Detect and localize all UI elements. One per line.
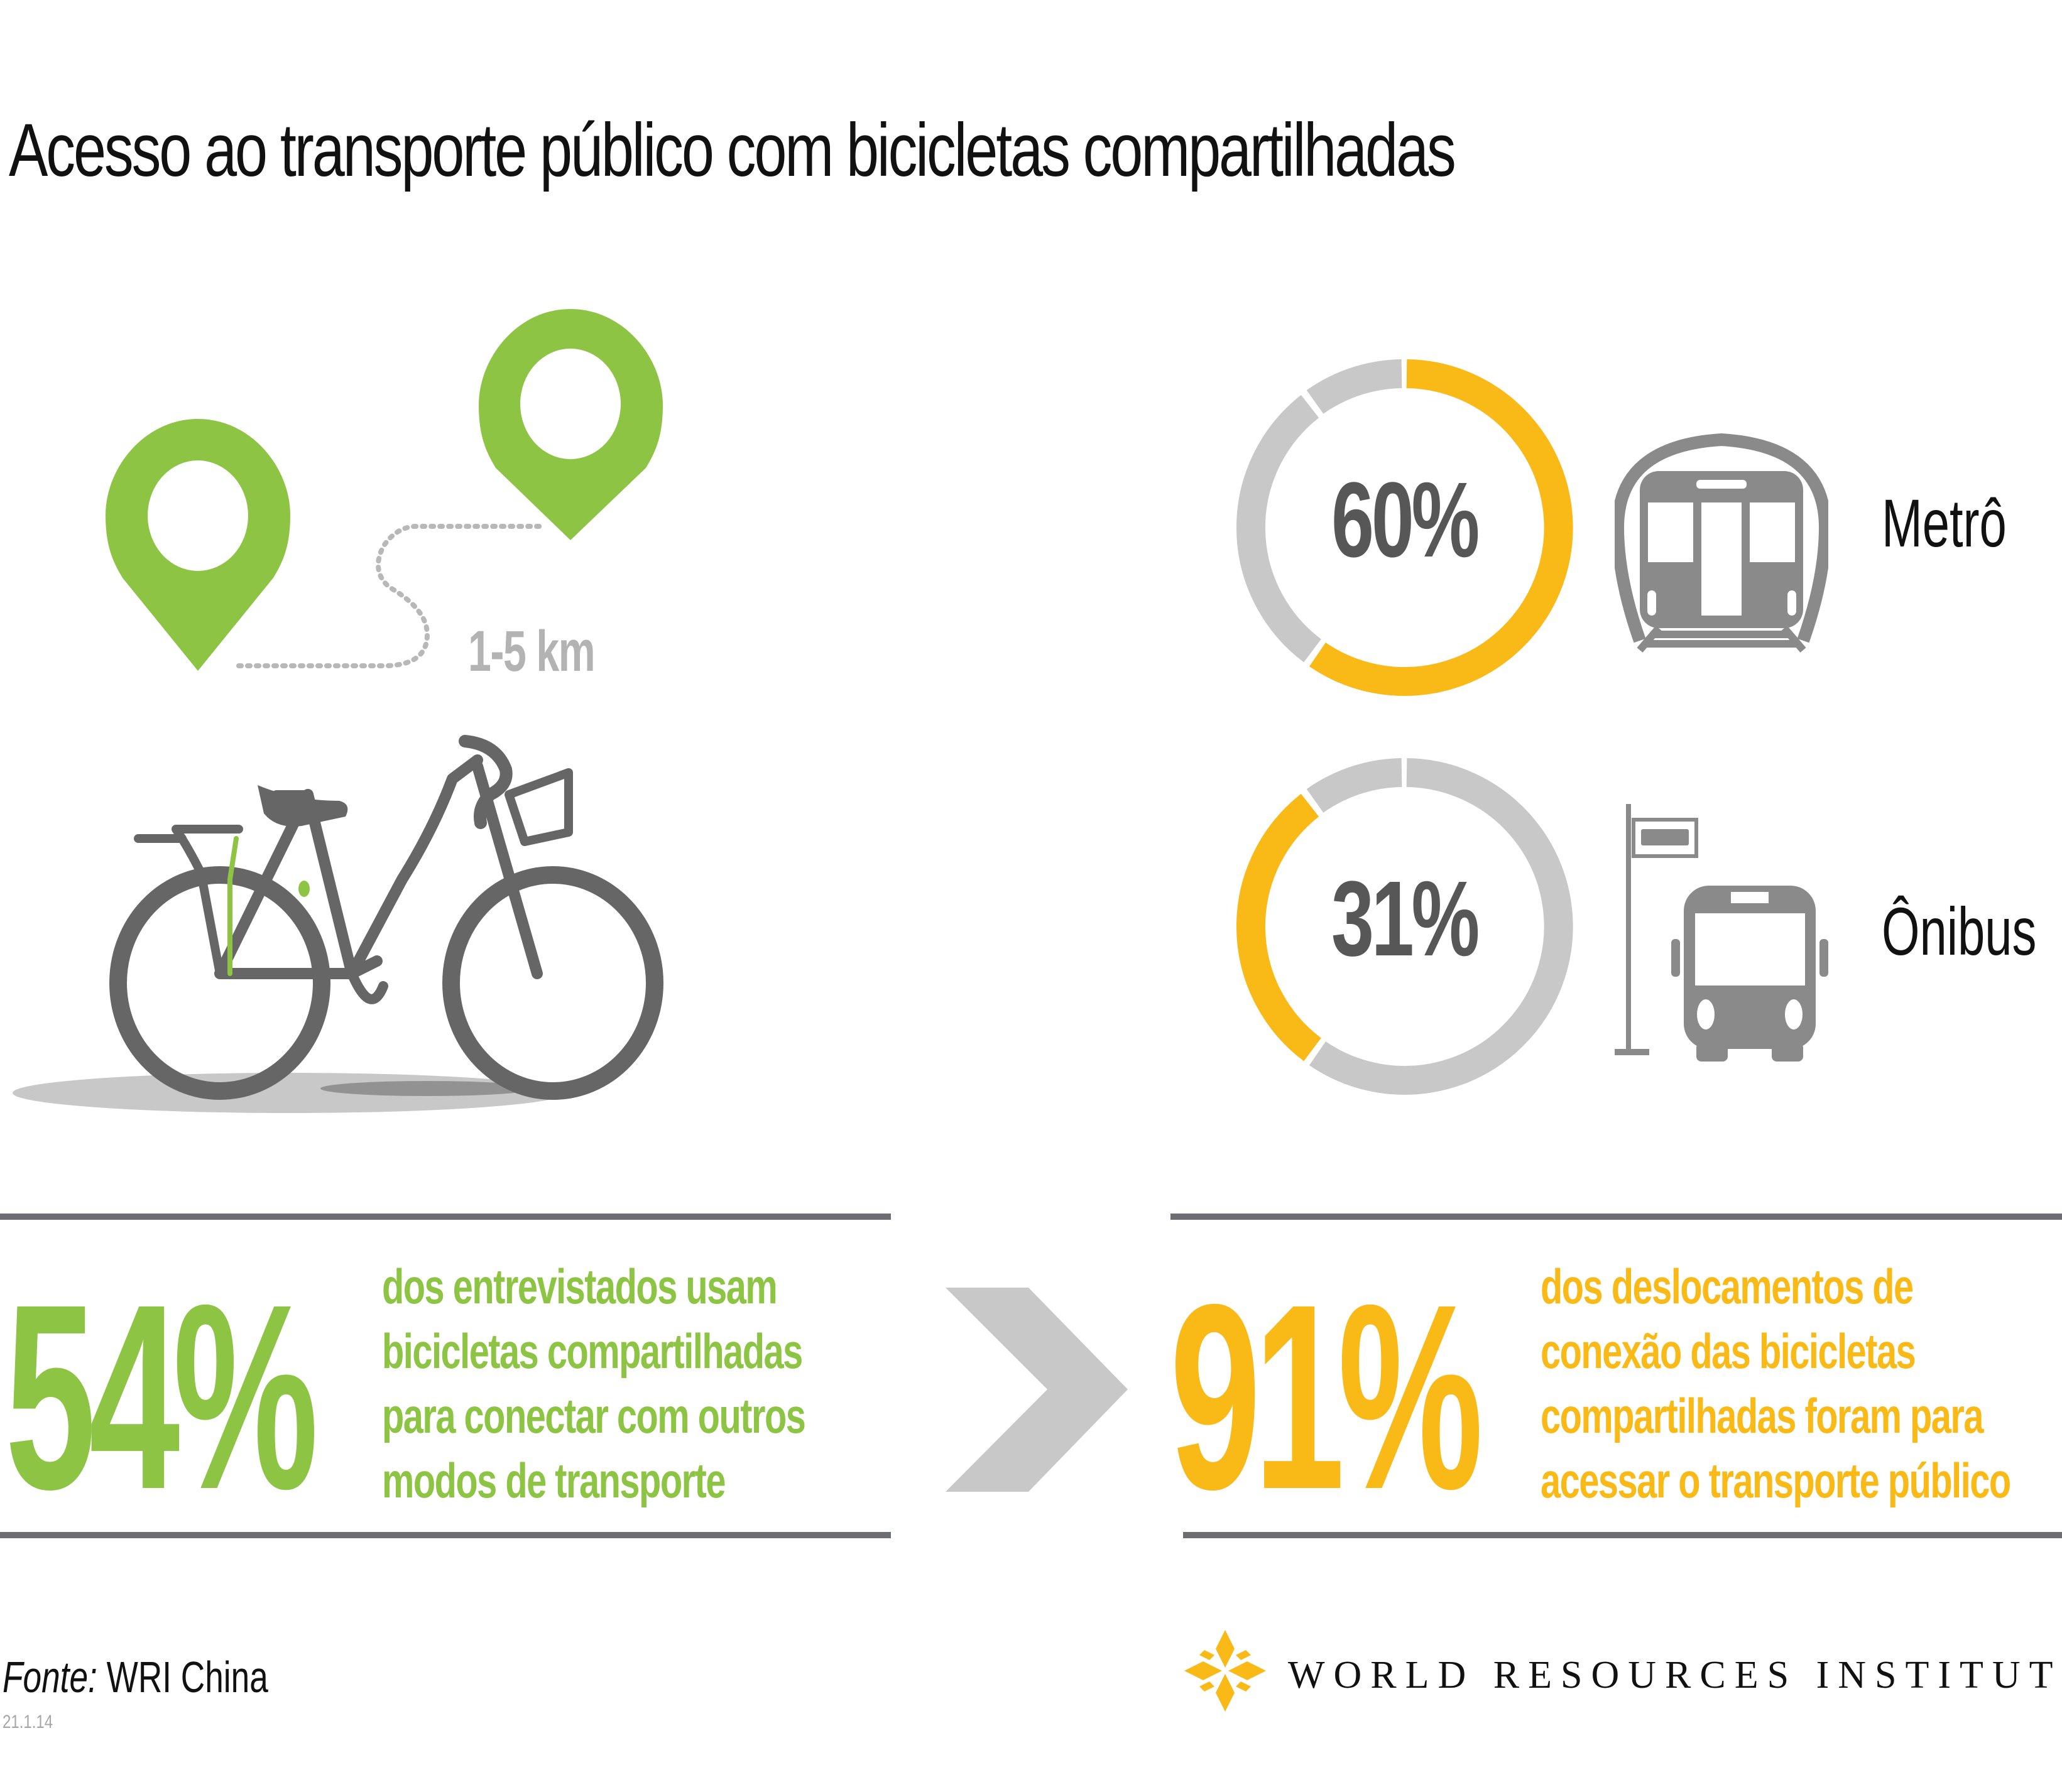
respondents-percent: 54% (5, 1250, 319, 1545)
map-pin-icon (106, 419, 290, 671)
divider (1183, 1532, 2062, 1538)
bus-percent: 31% (1331, 859, 1480, 979)
metro-donut-chart: 60% (1228, 352, 1580, 703)
source-note: Fonte: WRI China (3, 1653, 268, 1702)
map-pin-icon (479, 309, 663, 540)
metro-label: Metrô (1882, 485, 2007, 561)
divider (0, 1532, 891, 1538)
respondents-description: dos entrevistados usam bicicletas compar… (382, 1259, 806, 1508)
divider (1170, 1214, 2062, 1220)
trips-percent: 91% (1170, 1250, 1483, 1545)
bicycle-icon (13, 735, 663, 1113)
metro-train-icon (1615, 433, 1828, 653)
chevron-right-icon (946, 1288, 1128, 1492)
date-stamp: 21.1.14 (3, 1712, 53, 1732)
bus-donut-chart: 31% (1228, 751, 1580, 1102)
trips-description: dos deslocamentos de conexão das bicicle… (1541, 1259, 2011, 1508)
divider (0, 1214, 891, 1220)
wri-logo-icon (1184, 1630, 1266, 1712)
page-title: Acesso ao transporte público com bicicle… (9, 108, 1456, 192)
bus-label: Ônibus (1882, 893, 2037, 969)
route-illustration (106, 309, 663, 671)
bus-stop-icon (1615, 804, 1828, 1062)
dotted-route (236, 524, 547, 668)
metro-percent: 60% (1331, 460, 1480, 580)
org-name: WORLD RESOURCES INSTITUTE (1288, 1654, 2062, 1697)
distance-label: 1-5 km (468, 619, 596, 683)
